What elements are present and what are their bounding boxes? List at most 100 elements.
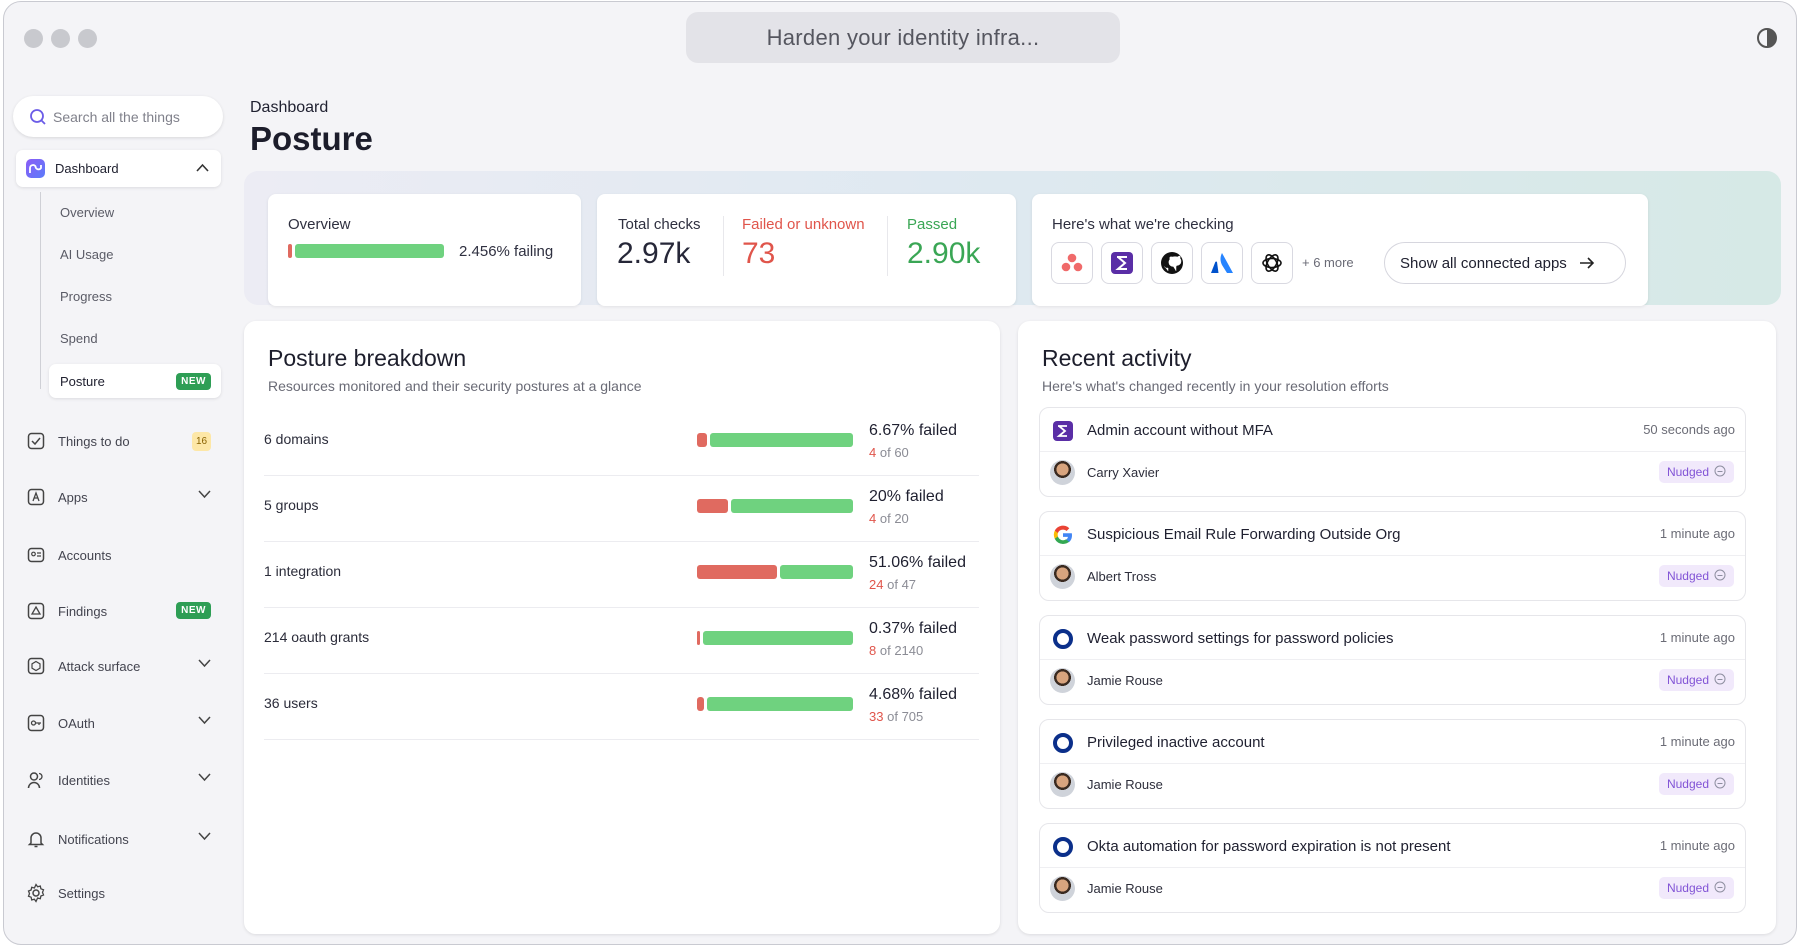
sidebar-item-label: Settings [58, 885, 105, 901]
breadcrumb[interactable]: Dashboard [250, 99, 329, 116]
activity-title: Okta automation for password expiration … [1087, 838, 1451, 855]
key-icon [26, 713, 46, 733]
atlassian-icon[interactable] [1201, 242, 1243, 284]
users-icon [26, 770, 46, 790]
failed-segment [697, 631, 700, 645]
count-badge: 16 [192, 432, 211, 451]
avatar [1050, 876, 1075, 901]
panel-title: Recent activity [1042, 345, 1192, 371]
chevron-down-icon[interactable] [198, 716, 211, 725]
sidebar-subitem-posture[interactable]: Posture NEW [49, 364, 221, 398]
maximize-window-dot[interactable] [78, 29, 97, 48]
sidebar-item-settings[interactable]: Settings [26, 880, 221, 906]
sidebar-item-label: Identities [58, 772, 111, 788]
minimize-window-dot[interactable] [51, 29, 70, 48]
failed-number: 8 [869, 643, 877, 658]
total-number: 2140 [894, 643, 924, 658]
github-icon[interactable] [1151, 242, 1193, 284]
activity-item[interactable]: Weak password settings for password poli… [1039, 615, 1746, 705]
breakdown-row[interactable]: 5 groups 20% failed 4 of 20 [264, 477, 979, 542]
show-all-apps-button[interactable]: Show all connected apps [1384, 242, 1626, 284]
sidebar-item-apps[interactable]: Apps [26, 484, 221, 510]
failed-number: 4 [869, 511, 877, 526]
sidebar-item-oauth[interactable]: OAuth [26, 710, 221, 736]
address-bar[interactable]: Harden your identity infra... [686, 12, 1120, 63]
resource-name: 5 groups [264, 497, 319, 513]
okta-icon [1051, 731, 1074, 754]
sidebar-item-accounts[interactable]: Accounts [26, 542, 221, 568]
posture-bar [697, 499, 853, 513]
posture-bar [697, 697, 853, 711]
user-name: Albert Tross [1087, 569, 1157, 584]
passed-value: 2.90k [907, 237, 981, 270]
total-number: 705 [901, 709, 924, 724]
breakdown-row[interactable]: 214 oauth grants 0.37% failed 8 of 2140 [264, 609, 979, 674]
close-window-dot[interactable] [24, 29, 43, 48]
activity-time: 1 minute ago [1659, 630, 1735, 645]
status-label: Nudged [1666, 569, 1709, 583]
activity-header [1040, 616, 1745, 660]
activity-item[interactable]: Admin account without MFA 50 seconds ago C… [1039, 407, 1746, 497]
breakdown-row[interactable]: 36 users 4.68% failed 33 of 705 [264, 675, 979, 740]
chevron-up-icon[interactable] [196, 163, 209, 172]
activity-item[interactable]: Privileged inactive account 1 minute ago J… [1039, 719, 1746, 809]
failed-count: 24 of 47 [869, 577, 916, 592]
sidebar-item-dashboard[interactable]: Dashboard [16, 150, 221, 187]
activity-time: 1 minute ago [1659, 526, 1735, 541]
of-word: of [879, 643, 891, 658]
posture-breakdown-panel: Posture breakdown Resources monitored an… [244, 321, 1000, 934]
activity-time: 1 minute ago [1659, 838, 1735, 853]
figma-style-icon[interactable] [1101, 242, 1143, 284]
failed-percentage: 20% failed [869, 488, 944, 505]
overview-progress-bar [288, 244, 444, 258]
user-name: Jamie Rouse [1087, 777, 1163, 792]
failed-segment [697, 697, 705, 711]
google-icon [1051, 523, 1074, 546]
openai-icon[interactable] [1251, 242, 1293, 284]
page-title: Posture [250, 120, 373, 157]
failed-segment [697, 499, 729, 513]
asana-icon[interactable] [1051, 242, 1093, 284]
avatar [1050, 668, 1075, 693]
sidebar-item-things-to-do[interactable]: Things to do 16 [26, 428, 221, 454]
address-bar-text: Harden your identity infra... [766, 24, 1040, 50]
sidebar-item-label: Accounts [58, 547, 112, 563]
activity-item[interactable]: Suspicious Email Rule Forwarding Outside… [1039, 511, 1746, 601]
chat-bubble-icon [1714, 881, 1726, 896]
total-number: 47 [901, 577, 917, 592]
user-name: Jamie Rouse [1087, 673, 1163, 688]
chevron-down-icon[interactable] [198, 490, 211, 499]
sidebar-item-findings[interactable]: Findings NEW [26, 598, 221, 624]
sidebar-item-attack-surface[interactable]: Attack surface [26, 653, 221, 679]
failed-number: 4 [869, 445, 877, 460]
checks-card: Total checks 2.97k Failed or unknown 73 … [597, 194, 1016, 306]
failed-percentage: 4.68% failed [869, 686, 958, 703]
chevron-down-icon[interactable] [198, 832, 211, 841]
activity-title: Weak password settings for password poli… [1087, 630, 1394, 647]
posture-bar [697, 433, 853, 447]
sidebar-subitem-spend[interactable]: Spend [60, 331, 98, 346]
breakdown-row[interactable]: 1 integration 51.06% failed 24 of 47 [264, 543, 979, 608]
panel-title: Posture breakdown [268, 345, 467, 371]
breakdown-row[interactable]: 6 domains 6.67% failed 4 of 60 [264, 411, 979, 476]
sidebar-item-notifications[interactable]: Notifications [26, 826, 221, 852]
sidebar-subitem-overview[interactable]: Overview [60, 205, 115, 220]
sidebar-item-identities[interactable]: Identities [26, 767, 221, 793]
chevron-down-icon[interactable] [198, 659, 211, 668]
activity-title: Privileged inactive account [1087, 734, 1265, 751]
chevron-down-icon[interactable] [198, 773, 211, 782]
more-apps-count[interactable]: + 6 more [1302, 255, 1354, 270]
search-input[interactable]: Search all the things [13, 96, 223, 137]
theme-toggle-icon[interactable] [1756, 27, 1778, 49]
sidebar-subitem-ai-usage[interactable]: AI Usage [60, 247, 114, 262]
activity-item[interactable]: Okta automation for password expiration … [1039, 823, 1746, 913]
apps-icon [26, 487, 46, 507]
sidebar-item-label: Dashboard [55, 161, 119, 176]
search-icon [30, 108, 46, 125]
failing-percentage: 2.456% failing [459, 243, 554, 260]
avatar [1050, 564, 1075, 589]
bell-icon [26, 829, 46, 849]
status-badge: Nudged [1658, 773, 1734, 795]
resource-name: 6 domains [264, 431, 329, 447]
sidebar-subitem-progress[interactable]: Progress [60, 289, 113, 304]
